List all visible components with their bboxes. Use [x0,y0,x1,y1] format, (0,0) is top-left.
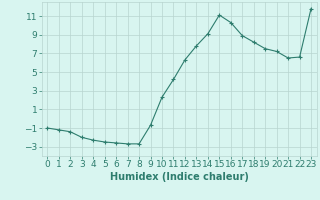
X-axis label: Humidex (Indice chaleur): Humidex (Indice chaleur) [110,172,249,182]
